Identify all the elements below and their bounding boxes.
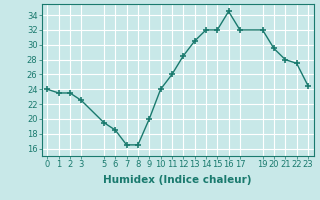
X-axis label: Humidex (Indice chaleur): Humidex (Indice chaleur) — [103, 175, 252, 185]
